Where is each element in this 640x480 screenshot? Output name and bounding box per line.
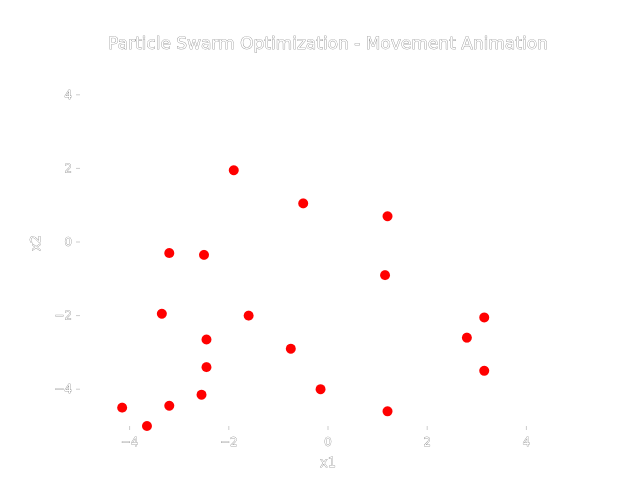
particle-point xyxy=(243,310,254,321)
y-tick-label: 4 xyxy=(64,88,72,102)
x-axis-label: x1 xyxy=(320,456,336,471)
x-axis-ticks: −4 −2 0 2 4 xyxy=(120,426,531,449)
particle-point xyxy=(380,270,391,281)
particle-point xyxy=(164,248,175,259)
particle-point xyxy=(285,343,296,354)
particle-point xyxy=(141,421,152,431)
particle-point xyxy=(201,362,212,373)
y-tick-label: 0 xyxy=(64,235,72,249)
y-tick-label: 2 xyxy=(64,161,72,175)
particle-point xyxy=(196,389,207,400)
particle-point xyxy=(201,334,212,345)
particle-point xyxy=(228,165,239,176)
y-tick-label: −2 xyxy=(54,309,72,323)
x-tick-label: −2 xyxy=(220,435,238,449)
particle-point xyxy=(382,211,393,222)
x-tick-label: 2 xyxy=(423,435,431,449)
y-axis-ticks: −4 −2 0 2 4 xyxy=(54,88,80,396)
x-tick-label: 0 xyxy=(324,435,332,449)
scatter-points xyxy=(117,165,490,431)
chart-title: Particle Swarm Optimization - Movement A… xyxy=(108,34,548,54)
particle-point xyxy=(298,198,309,209)
particle-point xyxy=(156,308,167,319)
particle-point xyxy=(479,365,490,376)
particle-point xyxy=(382,406,393,417)
particle-point xyxy=(117,402,128,413)
y-tick-label: −4 xyxy=(54,382,72,396)
particle-point xyxy=(315,384,326,395)
particle-point xyxy=(164,400,175,411)
particle-point xyxy=(461,332,472,343)
y-axis-label: x2 xyxy=(29,235,44,251)
particle-point xyxy=(479,312,490,323)
particle-point xyxy=(199,249,209,260)
x-tick-label: 4 xyxy=(523,435,531,449)
x-tick-label: −4 xyxy=(121,435,139,449)
